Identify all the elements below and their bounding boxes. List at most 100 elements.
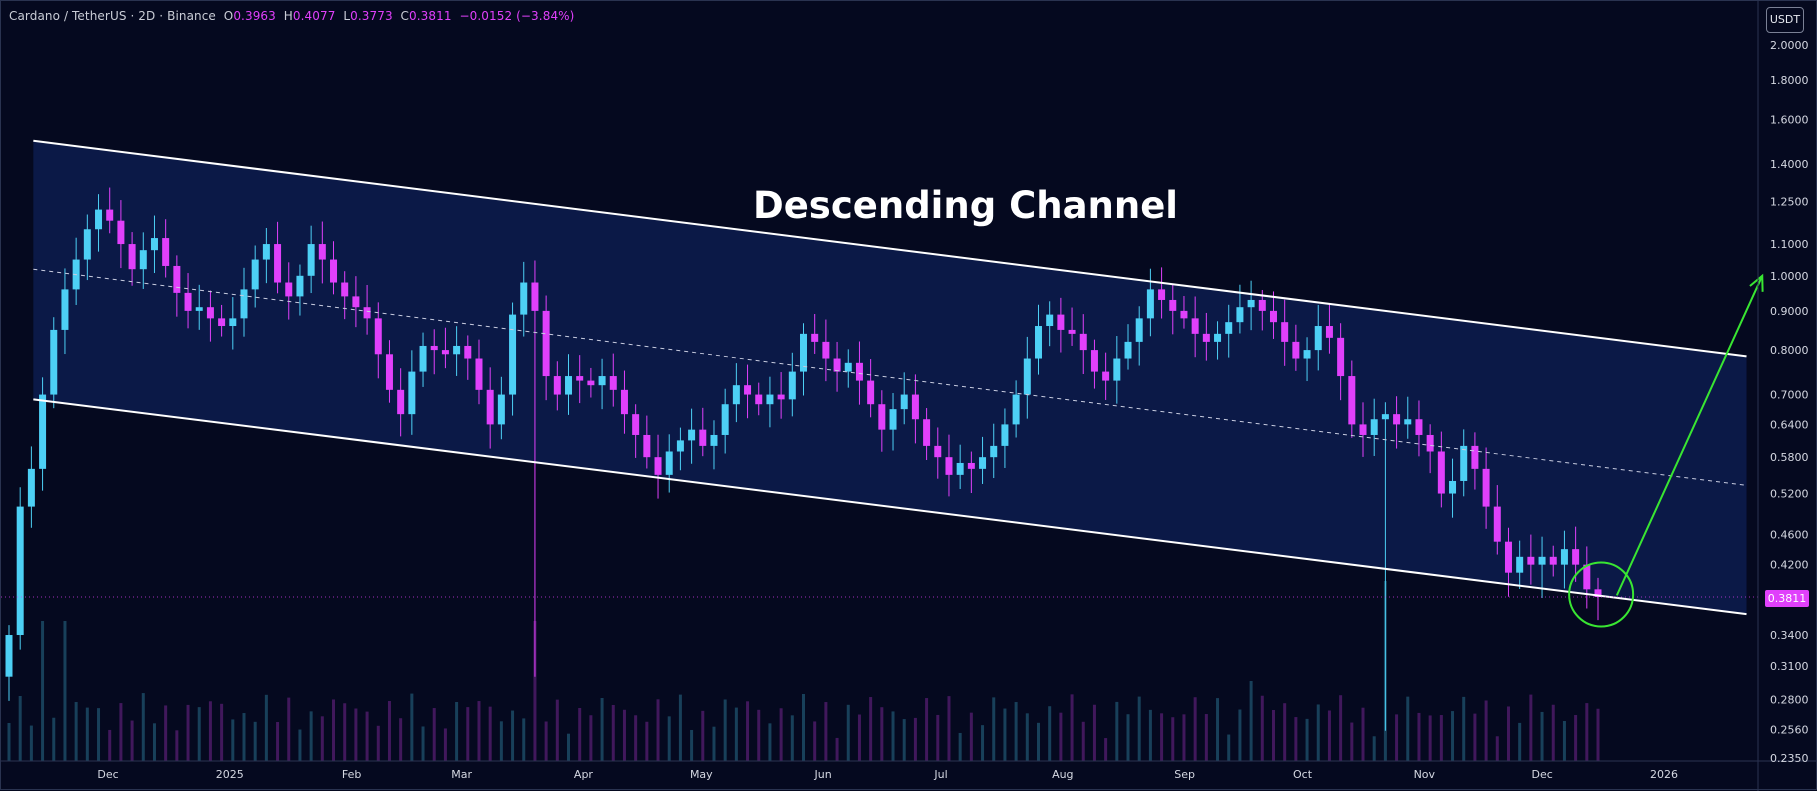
volume-bar [992,697,996,761]
candle-body [408,371,416,415]
volume-bar [1372,736,1376,761]
volume-bar [1025,713,1029,761]
candle-body [1370,419,1378,435]
volume-bar [1081,721,1085,761]
candle-body [1314,326,1322,351]
candle-body [665,451,673,475]
legend-high-value: 0.4077 [292,9,336,23]
candle-body [979,457,987,469]
volume-bar [1495,736,1499,761]
volume-bar [1562,720,1566,761]
time-tick-label: Feb [342,768,361,781]
candle-body [721,404,729,435]
candle-body [229,318,237,327]
candle-body [1449,480,1457,494]
volume-bar [85,707,89,761]
volume-bar [835,737,839,761]
candle-body [1415,419,1423,435]
candle-body [878,404,886,430]
currency-unit-button[interactable]: USDT [1766,7,1804,33]
volume-bar [1182,714,1186,761]
volume-bar [354,708,358,761]
volume-bar [768,723,772,761]
candle-body [755,394,763,405]
legend-low-label: L [343,9,351,23]
candle-body [307,244,315,276]
volume-bar [813,721,817,761]
candle-body [1001,424,1009,446]
candle-body [587,380,595,386]
candle-body [341,282,349,297]
volume-bar [734,707,738,761]
volume-bar [1238,709,1242,761]
volume-bar [41,621,45,761]
support-circle [1568,561,1635,628]
price-tick-label: 0.4200 [1770,559,1809,572]
price-tick-label: 1.2500 [1770,195,1809,208]
volume-bar [387,701,391,761]
projection-arrow-line [1615,275,1764,596]
projection-arrow-head [1749,273,1764,292]
candle-body [285,282,293,297]
time-tick-label: 2026 [1650,768,1678,781]
time-tick-label: Nov [1414,768,1436,781]
volume-bar [1249,681,1253,761]
candle-body [464,345,472,359]
candle-body [1124,341,1132,359]
volume-bar [1216,698,1220,761]
volume-bar [880,707,884,761]
candle-body [509,314,517,395]
volume-bar [1260,695,1264,761]
volume-bar [869,697,873,761]
candle-body [609,376,617,390]
candle-body [1214,333,1222,342]
volume-bar [667,716,671,761]
volume-bar [1316,704,1320,761]
volume-bar [555,699,559,761]
volume-bar [1115,701,1119,761]
candle-body [374,318,382,355]
candle-body [1258,299,1266,311]
volume-bar [1585,703,1589,761]
volume-bar [1518,722,1522,761]
candle-body [990,445,998,458]
time-tick-label: Oct [1293,768,1313,781]
volume-bar [1160,713,1164,761]
candle-body [162,238,170,266]
price-tick-label: 1.1000 [1770,238,1809,251]
candle-body [1493,506,1501,542]
candle-body [1393,414,1401,425]
price-tick-label: 0.3100 [1770,660,1809,673]
current-price-tag: 0.3811 [1765,590,1809,607]
candle-body [1146,289,1154,319]
price-tick-label: 1.4000 [1770,158,1809,171]
volume-bar [410,693,414,761]
candle-body [352,296,360,308]
candle-body [150,238,158,251]
volume-bar [1305,718,1309,761]
volume-bar [7,723,11,761]
candle-body [934,445,942,458]
candle-body [911,394,919,420]
candle-body [1292,341,1300,359]
candle-body [1247,299,1255,308]
candle-body [1583,564,1591,590]
volume-bar [1059,712,1063,761]
volume-bar [52,717,56,761]
price-tick-label: 0.2560 [1770,724,1809,737]
volume-bar [1406,696,1410,761]
volume-bar [63,621,67,761]
candle-body [1281,322,1289,342]
candle-body [1516,556,1524,573]
candle-body [811,333,819,342]
candle-body [419,345,427,372]
volume-bar [276,722,280,761]
volume-bar [376,725,380,761]
candle-body [274,244,282,283]
candle-body [1527,556,1535,565]
price-tick-label: 0.5800 [1770,451,1809,464]
price-tick-label: 0.2800 [1770,694,1809,707]
candle-body [945,457,953,475]
